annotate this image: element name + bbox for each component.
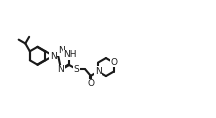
Text: NH: NH — [63, 50, 77, 59]
Text: O: O — [87, 79, 94, 88]
Text: N: N — [57, 65, 64, 74]
Text: S: S — [74, 65, 79, 74]
Text: O: O — [110, 58, 117, 67]
Text: N: N — [95, 67, 102, 76]
Text: N: N — [50, 52, 56, 61]
Text: N: N — [58, 46, 65, 55]
